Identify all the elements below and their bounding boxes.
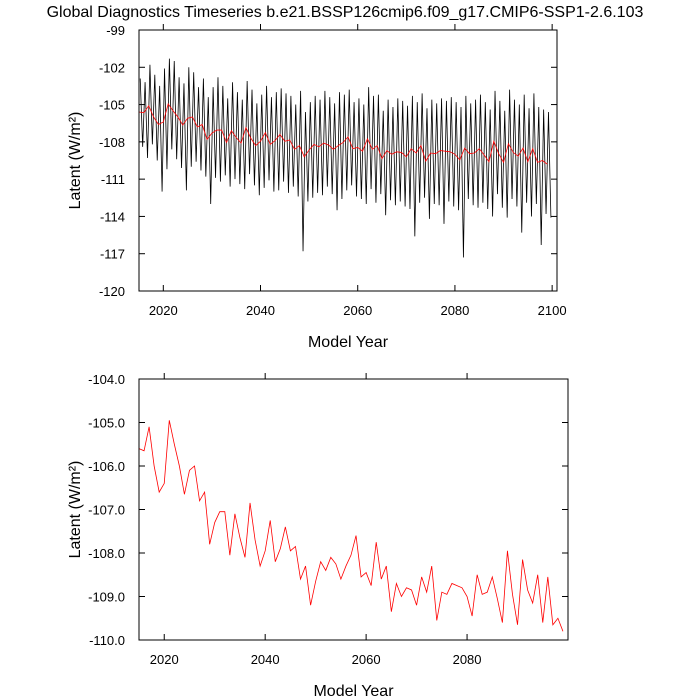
line-series <box>138 420 564 632</box>
y-axis-label: Latent (W/m²) <box>67 461 84 559</box>
y-tick-label: -110.0 <box>89 633 125 648</box>
x-tick-label: 2040 <box>251 652 280 667</box>
y-tick-label: -109.0 <box>88 590 125 605</box>
x-tick-label: 2060 <box>352 652 381 667</box>
y-tick-label: -105.0 <box>88 416 125 431</box>
x-tick-label: 2060 <box>343 303 372 318</box>
line-series <box>138 103 548 165</box>
y-tick-label: -117 <box>100 247 125 262</box>
y-tick-label: -99 <box>106 23 125 38</box>
y-tick-label: -106.0 <box>88 459 125 474</box>
x-axis-label: Model Year <box>308 334 389 351</box>
y-tick-label: -120 <box>99 284 125 299</box>
x-tick-label: 2040 <box>246 303 275 318</box>
x-axis-label: Model Year <box>313 683 394 700</box>
x-tick-label: 2020 <box>150 652 179 667</box>
x-tick-label: 2080 <box>440 303 469 318</box>
y-axis-label: Latent (W/m²) <box>67 112 84 210</box>
y-tick-label: -102 <box>99 60 125 75</box>
y-tick-label: -107.0 <box>88 503 125 518</box>
chart-title: Global Diagnostics Timeseries b.e21.BSSP… <box>47 4 644 21</box>
x-tick-label: 2100 <box>538 303 567 318</box>
y-tick-label: -108.0 <box>88 546 125 561</box>
line-series <box>139 58 552 258</box>
y-tick-label: -104.0 <box>88 372 125 387</box>
y-tick-label: -114 <box>100 209 125 224</box>
x-tick-label: 2080 <box>453 652 482 667</box>
plot-frame <box>138 29 558 292</box>
y-tick-label: -108 <box>99 135 125 150</box>
y-tick-label: -105 <box>99 98 125 113</box>
x-tick-label: 2020 <box>149 303 178 318</box>
y-tick-label: -111 <box>101 172 125 187</box>
